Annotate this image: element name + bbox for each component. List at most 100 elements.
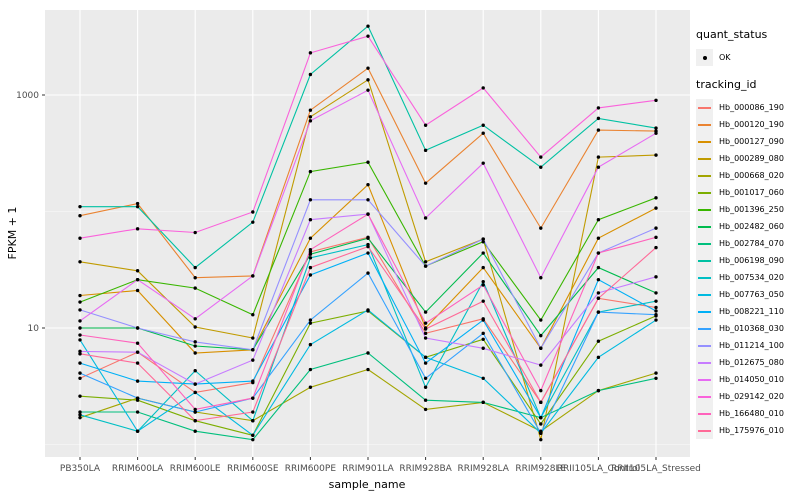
data-point bbox=[654, 98, 658, 103]
data-point bbox=[308, 51, 313, 55]
data-point bbox=[366, 308, 370, 312]
data-point bbox=[481, 331, 485, 336]
series-color-line-icon bbox=[698, 175, 711, 177]
data-point bbox=[654, 126, 658, 130]
data-point bbox=[251, 210, 255, 214]
x-axis-tick-label: RRIM600SE bbox=[227, 464, 279, 474]
legend-item: Hb_002482_060 bbox=[696, 218, 800, 235]
legend-item-label: Hb_000120_190 bbox=[719, 120, 784, 129]
series-color-line-icon bbox=[698, 311, 711, 313]
x-axis-tick-label: RRII105LA_Control bbox=[557, 464, 640, 474]
data-point bbox=[481, 86, 485, 90]
data-point bbox=[423, 331, 428, 336]
data-point bbox=[135, 396, 140, 400]
data-point bbox=[308, 115, 313, 119]
data-point bbox=[539, 346, 543, 350]
data-point bbox=[654, 153, 658, 157]
data-point bbox=[251, 336, 255, 340]
legend-item-label: Hb_014050_010 bbox=[719, 375, 784, 384]
data-point bbox=[423, 123, 428, 127]
data-point bbox=[251, 410, 255, 414]
data-point bbox=[251, 419, 255, 423]
data-point bbox=[596, 265, 601, 270]
data-point bbox=[193, 230, 197, 235]
data-point bbox=[654, 299, 658, 303]
data-point bbox=[135, 379, 140, 383]
data-point bbox=[251, 220, 255, 224]
data-point bbox=[193, 286, 197, 290]
data-point bbox=[596, 218, 601, 222]
data-point bbox=[481, 400, 485, 405]
data-point bbox=[193, 344, 197, 348]
data-point bbox=[308, 119, 313, 123]
series-color-line-icon bbox=[698, 260, 711, 262]
data-point bbox=[423, 407, 428, 412]
data-point bbox=[596, 155, 601, 159]
legend-key-swatch bbox=[696, 303, 713, 320]
legend-item: Hb_010368_030 bbox=[696, 320, 800, 337]
data-point bbox=[308, 72, 313, 77]
data-point bbox=[654, 305, 658, 310]
data-point bbox=[193, 390, 197, 395]
legend-item-label: Hb_000289_080 bbox=[719, 154, 784, 163]
legend-item-label: Hb_002482_060 bbox=[719, 222, 784, 231]
data-point bbox=[539, 388, 543, 393]
data-point bbox=[78, 413, 82, 417]
data-point bbox=[596, 388, 601, 393]
legend-title-tracking-id: tracking_id bbox=[696, 78, 757, 91]
data-point bbox=[251, 313, 255, 317]
legend-item-label: Hb_010368_030 bbox=[719, 324, 784, 333]
data-point bbox=[366, 271, 370, 275]
legend-item: Hb_001396_250 bbox=[696, 201, 800, 218]
series-color-line-icon bbox=[698, 107, 711, 109]
data-point bbox=[423, 216, 428, 220]
data-point bbox=[539, 226, 543, 230]
data-point bbox=[135, 288, 140, 293]
legend-item-label: Hb_000127_090 bbox=[719, 137, 784, 146]
data-point bbox=[423, 398, 428, 402]
data-point bbox=[78, 333, 82, 337]
data-point bbox=[78, 204, 82, 209]
legend-item-label: Hb_001017_060 bbox=[719, 188, 784, 197]
data-point bbox=[308, 321, 313, 325]
data-point bbox=[251, 274, 255, 278]
data-point bbox=[366, 78, 370, 82]
data-point bbox=[423, 327, 428, 331]
legend-key-swatch bbox=[696, 320, 713, 337]
x-axis-title: sample_name bbox=[328, 478, 406, 491]
data-point bbox=[366, 212, 370, 216]
data-point bbox=[193, 369, 197, 373]
legend-key-swatch bbox=[696, 150, 713, 167]
data-point bbox=[308, 265, 313, 270]
x-axis-tick-label: PB350LA bbox=[60, 464, 101, 474]
data-point bbox=[539, 165, 543, 169]
legend-item-label: Hb_175976_010 bbox=[719, 426, 784, 435]
legend-key-swatch bbox=[696, 167, 713, 184]
data-point bbox=[481, 299, 485, 303]
series-color-line-icon bbox=[698, 141, 711, 143]
data-point bbox=[308, 236, 313, 240]
legend-item: Hb_008221_110 bbox=[696, 303, 800, 320]
y-axis-title-text: FPKM + 1 bbox=[6, 206, 19, 260]
data-point bbox=[654, 245, 658, 250]
data-point bbox=[596, 277, 601, 282]
legend-item: Hb_002784_070 bbox=[696, 235, 800, 252]
data-point bbox=[654, 291, 658, 295]
data-point bbox=[654, 196, 658, 200]
data-point bbox=[654, 131, 658, 135]
legend-key-swatch bbox=[696, 201, 713, 218]
legend-key-ok bbox=[696, 49, 713, 66]
data-point bbox=[481, 337, 485, 341]
legend-key-swatch bbox=[696, 354, 713, 371]
data-point bbox=[78, 326, 82, 330]
data-point bbox=[481, 251, 485, 255]
data-point bbox=[596, 236, 601, 240]
data-point bbox=[78, 260, 82, 264]
data-point bbox=[78, 293, 82, 298]
data-point bbox=[135, 227, 140, 231]
data-point bbox=[308, 342, 313, 347]
data-point bbox=[539, 422, 543, 426]
legend-key-swatch bbox=[696, 337, 713, 354]
data-point bbox=[481, 240, 485, 244]
x-axis-tick-label: RRIM901LA bbox=[342, 464, 394, 474]
